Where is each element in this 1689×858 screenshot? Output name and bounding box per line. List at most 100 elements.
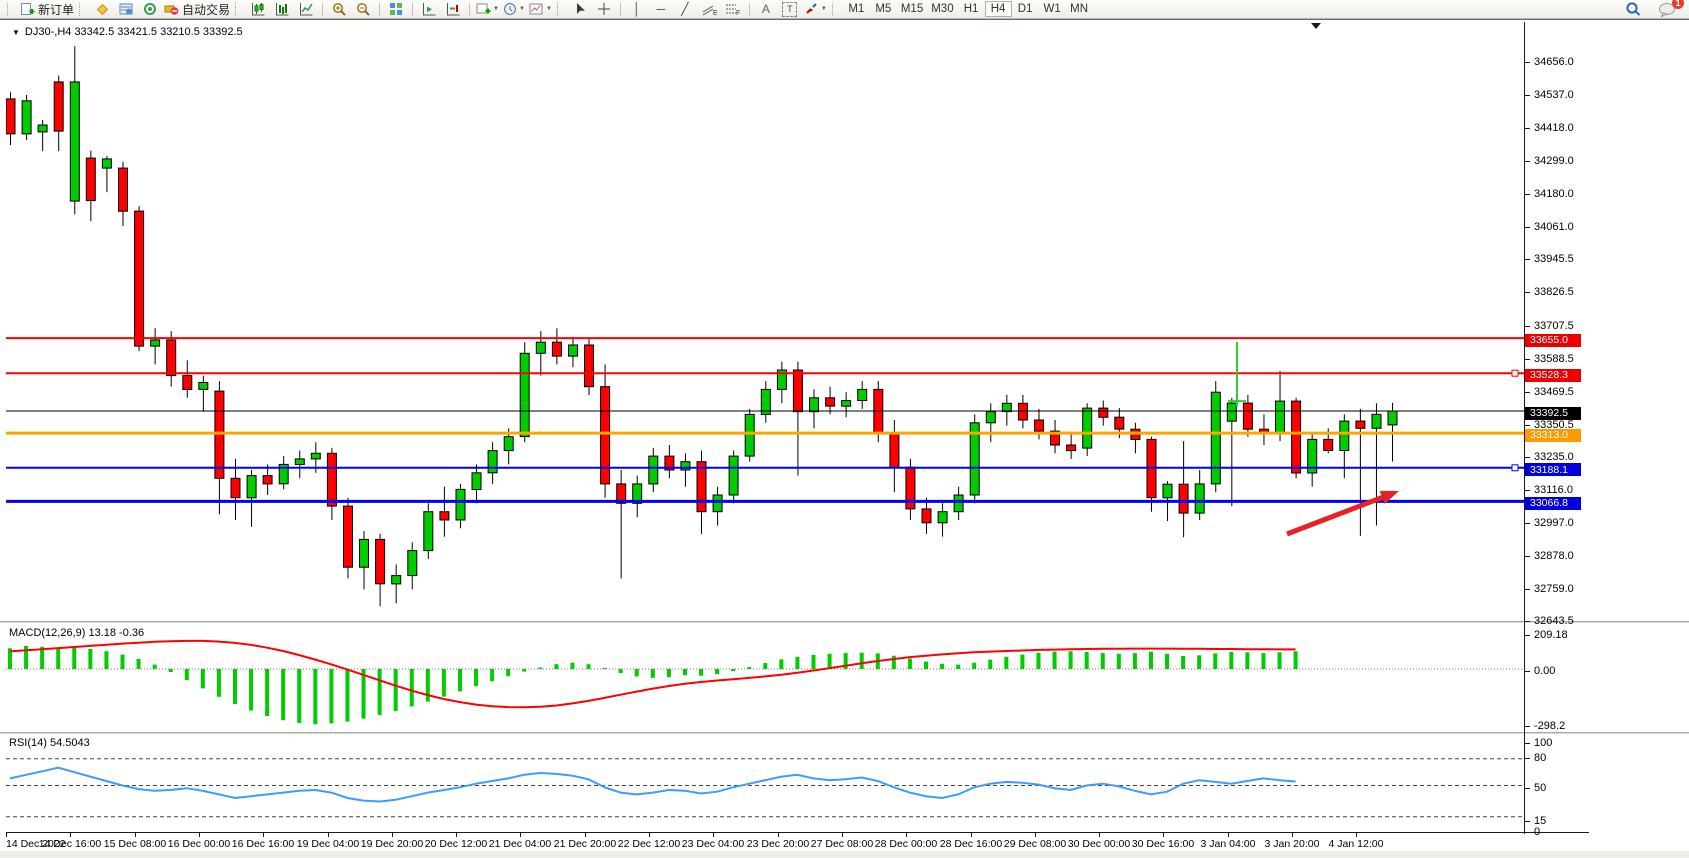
symbol-ohlc-text: DJ30-,H4 33342.5 33421.5 33210.5 33392.5 [24,26,243,38]
new-chart-caret: ▼ [493,6,499,12]
time-tick-label: 14 Dec 16:00 [38,838,102,850]
toolbar-grip[interactable] [235,2,241,16]
time-tick-label: 21 Dec 04:00 [488,838,552,850]
tab-timeframe-m5[interactable]: M5 [870,1,897,17]
candle-body [407,550,418,577]
text-icon[interactable]: A [761,2,770,16]
autotrading-icon [164,5,179,15]
crosshair-icon[interactable] [592,1,616,18]
price-tick-label: 33350.5 [1534,418,1574,431]
macd-indicator-chart[interactable] [6,623,1524,732]
candle-body [1066,444,1077,452]
green-marker-annotation[interactable] [1228,341,1246,407]
auto-scroll-icon[interactable] [417,1,441,18]
period-clock-icon[interactable]: ▼ [501,1,527,18]
price-line-badge: 33188.1 [1525,463,1581,477]
candle-body [101,158,112,169]
macd-axis-label: -298.2 [1534,720,1566,732]
time-tick-label: 15 Dec 08:00 [103,838,167,850]
tab-timeframe-d1[interactable]: D1 [1012,1,1039,17]
tab-timeframe-w1[interactable]: W1 [1039,1,1066,17]
horizontal-line-icon[interactable]: ─ [656,2,666,16]
candle-body [1017,402,1028,421]
price-tick-label: 34299.0 [1534,155,1574,168]
tab-timeframe-m30[interactable]: M30 [927,1,957,17]
trend-arrow-annotation[interactable] [1286,490,1399,537]
candle-body [728,455,739,496]
time-tick-label: 16 Dec 00:00 [167,838,231,850]
fibonacci-icon[interactable]: F [721,1,745,18]
price-tick-label: 33945.5 [1534,253,1574,266]
bar-chart-icon[interactable] [270,1,294,18]
candle-body [1242,402,1253,430]
toolbar-grip[interactable] [7,2,13,16]
cursor-icon[interactable] [568,1,592,18]
time-tick-label: 14 Dec 2022 [6,838,66,850]
chart-shift-icon[interactable] [441,1,465,18]
arrows-tool-icon[interactable]: ▼ [802,1,829,18]
tab-timeframe-m1[interactable]: M1 [843,1,870,17]
candle-body [53,81,64,132]
autotrading-button[interactable]: 自动交易 [162,1,232,18]
candle-body [664,455,675,471]
line-handle [1511,464,1519,472]
candle-body [21,100,32,135]
candle-body [648,455,659,485]
new-order-button[interactable]: 新订单 [18,1,76,18]
candle-body [809,397,819,413]
zoom-out-icon[interactable] [351,1,375,18]
main-price-chart[interactable] [6,22,1524,621]
time-tick-label: 3 Jan 04:00 [1200,838,1256,850]
candle-body [712,494,723,513]
price-tick-label: 34180.0 [1534,188,1574,201]
chart-symbol-label[interactable]: ▼ DJ30-,H4 33342.5 33421.5 33210.5 33392… [12,26,243,38]
rsi-indicator-chart[interactable] [6,734,1524,830]
navigator-icon[interactable] [114,1,138,18]
tab-timeframe-h1[interactable]: H1 [958,1,985,17]
candle-body [359,538,369,568]
new-chart-icon[interactable]: ▼ [474,1,501,18]
text-label-icon[interactable]: T [778,1,802,18]
time-tick-label: 29 Dec 08:00 [1003,838,1067,850]
candle-body [551,341,562,357]
trendline-icon[interactable]: ╱ [681,2,689,16]
candle-body [1050,430,1060,446]
panel-splitter[interactable] [0,732,1689,734]
toolbar-grip[interactable] [556,2,563,16]
search-icon[interactable] [1621,1,1645,18]
vertical-line-icon[interactable]: │ [633,2,641,16]
tab-timeframe-mn[interactable]: MN [1066,1,1093,17]
candle-body [278,463,289,485]
line-chart-icon[interactable] [294,1,318,18]
candlestick-chart-icon[interactable] [246,1,270,18]
hlines-layer[interactable] [6,337,1524,503]
price-line-badge: 33392.5 [1525,406,1581,420]
tab-timeframe-h4[interactable]: H4 [984,1,1012,17]
panel-splitter[interactable] [0,621,1689,623]
candle-body [1098,407,1109,418]
time-tick-label: 23 Dec 20:00 [746,838,810,850]
time-scale[interactable]: 14 Dec 2022 14 Dec 16:00 15 Dec 08:00 16 De… [6,832,1589,851]
tile-windows-icon[interactable] [384,1,408,18]
candle-body [1001,402,1012,413]
candle-body [375,538,386,585]
candle-body [262,475,273,485]
chat-icon[interactable]: 1 [1655,0,1684,18]
candle-body [1307,438,1318,474]
candle-body [1355,420,1366,429]
price-tick-label: 34061.0 [1534,221,1574,234]
zoom-in-icon[interactable] [327,1,351,18]
signals-icon[interactable] [138,1,162,18]
tab-timeframe-m15[interactable]: M15 [897,1,927,17]
equidistant-channel-icon[interactable]: E [697,1,721,18]
candle-body [6,98,16,135]
time-tick-label: 28 Dec 16:00 [939,838,1003,850]
template-icon[interactable]: ▼ [527,1,554,18]
toolbar-grip[interactable] [79,2,85,16]
toolbar-grip[interactable] [831,2,838,16]
price-scale[interactable]: 34656.0 34537.0 34418.0 34299.0 34180.0 34061… [1524,22,1595,838]
data-window-icon[interactable] [90,1,114,18]
candle-body [471,472,482,490]
candle-body [1387,410,1398,426]
candle-body [535,341,546,354]
